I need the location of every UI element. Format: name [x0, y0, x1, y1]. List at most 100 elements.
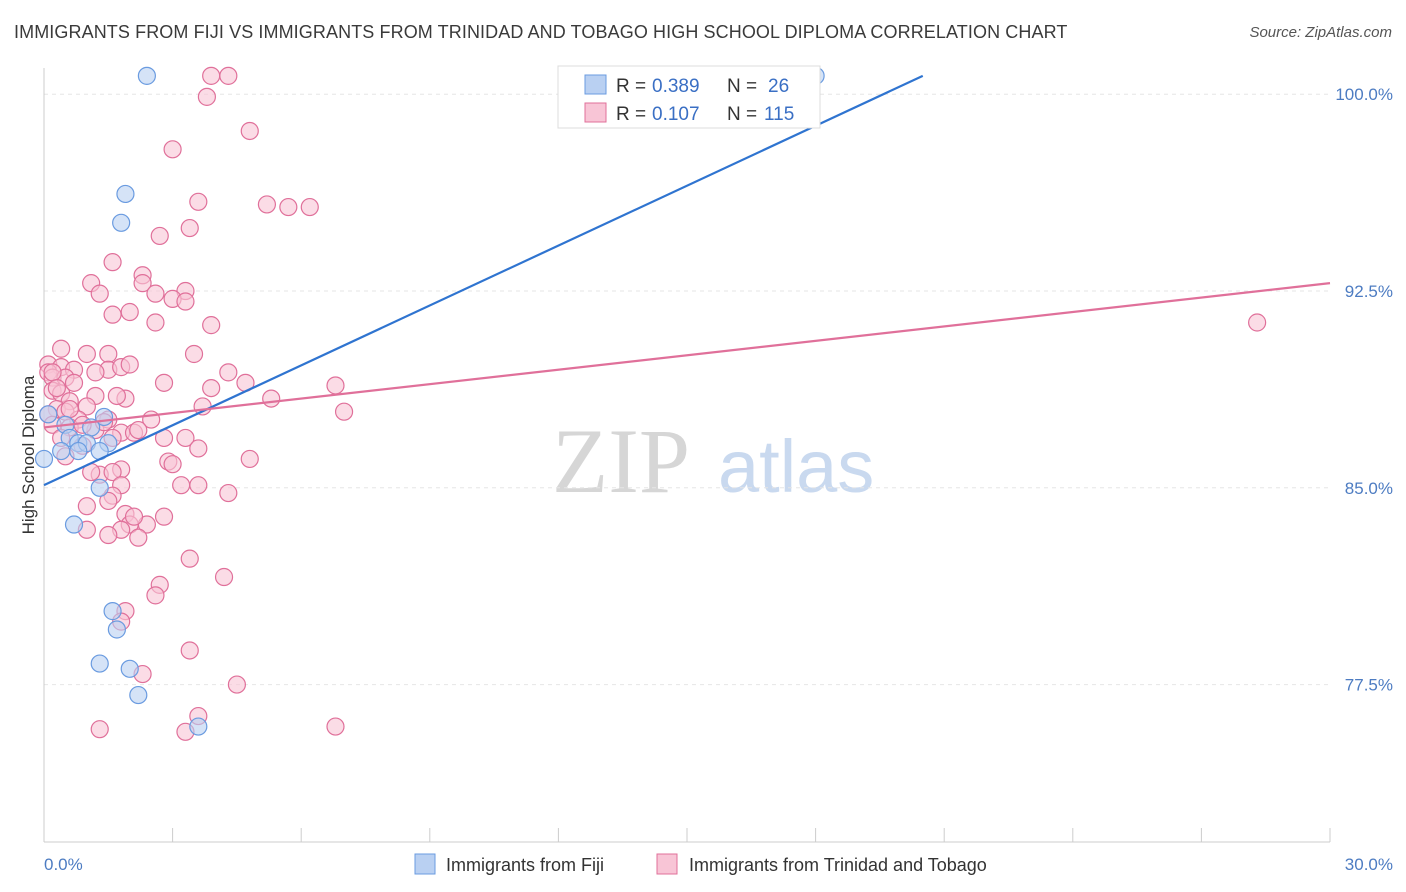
trinidad-point-52 — [334, 402, 354, 421]
fiji-point-18 — [103, 602, 122, 621]
chart-title: IMMIGRANTS FROM FIJI VS IMMIGRANTS FROM … — [14, 22, 1068, 42]
trinidad-point-108 — [120, 355, 139, 374]
fiji-point-19 — [107, 620, 126, 639]
y-tick-label-2: 85.0% — [1345, 479, 1393, 498]
stats-n-label-fiji: N = — [727, 76, 757, 97]
stats-r-label-fiji: R = — [616, 76, 646, 97]
trinidad-point-46 — [262, 389, 281, 408]
series-fiji-points — [34, 66, 825, 736]
stats-legend-swatch-trinidad — [584, 102, 607, 123]
trinidad-point-87 — [180, 549, 199, 568]
trinidad-point-73 — [189, 476, 208, 495]
trinidad-point-106 — [64, 373, 84, 392]
trinidad-point-78 — [77, 497, 96, 516]
trinidad-point-113 — [107, 386, 126, 406]
bottom-legend-swatch-fiji — [414, 853, 436, 875]
fiji-point-23 — [189, 717, 208, 736]
watermark-atlas: atlas — [718, 425, 874, 508]
fiji-point-4 — [39, 405, 58, 424]
trinidad-point-10 — [150, 226, 169, 246]
fiji-point-12 — [52, 441, 71, 461]
fiji-point-3 — [112, 213, 131, 232]
trinidad-point-20 — [120, 302, 139, 322]
trend-lines — [43, 74, 1331, 487]
trinidad-point-114 — [189, 439, 208, 458]
trinidad-point-0 — [202, 66, 221, 85]
trinidad-point-88 — [214, 567, 234, 587]
stats-n-value-trinidad: 115 — [764, 104, 794, 125]
stats-r-label-trinidad: R = — [616, 104, 646, 125]
trinidad-point-19 — [176, 292, 195, 311]
trinidad-point-26 — [77, 344, 96, 364]
trinidad-point-75 — [219, 483, 238, 503]
trinidad-point-17 — [146, 284, 165, 303]
fiji-point-0 — [137, 66, 156, 85]
fiji-point-17 — [64, 515, 84, 534]
trinidad-point-85 — [99, 525, 118, 545]
fiji-point-15 — [34, 449, 54, 469]
bottom-legend-label-trinidad: Immigrants from Trinidad and Tobago — [689, 855, 987, 875]
trinidad-point-1 — [219, 66, 238, 85]
fiji-point-16 — [90, 478, 109, 497]
trinidad-point-112 — [124, 507, 144, 526]
stats-legend-swatch-fiji — [584, 74, 607, 95]
trinidad-point-2 — [197, 87, 216, 106]
trinidad-point-105 — [129, 420, 148, 440]
trinidad-point-40 — [326, 376, 345, 395]
fiji-trend-line — [43, 74, 924, 487]
stats-r-value-trinidad: 0.107 — [652, 104, 700, 125]
trinidad-point-5 — [189, 192, 208, 211]
fiji-point-2 — [116, 184, 135, 204]
trinidad-point-23 — [202, 316, 221, 335]
stats-n-value-fiji: 26 — [768, 76, 789, 97]
x-tick-label-max: 30.0% — [1345, 855, 1393, 874]
trinidad-point-7 — [279, 197, 298, 217]
stats-legend: R = 0.389 N = 26 R = 0.107 N = 115 — [557, 65, 821, 129]
trinidad-point-100 — [43, 363, 62, 382]
trinidad-point-99 — [326, 717, 345, 736]
series-trinidad-points — [39, 66, 1267, 741]
trinidad-point-102 — [60, 399, 79, 419]
trinidad-point-16 — [90, 284, 109, 303]
gridlines — [44, 93, 1330, 686]
trinidad-point-45 — [202, 378, 221, 398]
fiji-point-13 — [69, 441, 88, 461]
trinidad-point-107 — [86, 363, 105, 382]
trinidad-point-3 — [240, 121, 259, 141]
trinidad-point-11 — [103, 253, 122, 272]
y-tick-labels: 100.0% 92.5% 85.0% 77.5% — [1335, 85, 1393, 694]
trinidad-point-27 — [99, 344, 118, 364]
stats-n-label-trinidad: N = — [727, 104, 757, 125]
stats-r-value-fiji: 0.389 — [652, 76, 700, 97]
trinidad-point-64 — [176, 428, 195, 448]
trinidad-point-66 — [240, 449, 259, 469]
fiji-point-21 — [120, 659, 139, 678]
y-tick-label-1: 92.5% — [1345, 282, 1393, 301]
trinidad-point-98 — [90, 720, 109, 739]
y-tick-label-0: 100.0% — [1335, 85, 1393, 104]
source-credit: Source: ZipAtlas.com — [1249, 24, 1392, 41]
trinidad-point-72 — [172, 476, 191, 495]
trinidad-point-8 — [300, 197, 319, 217]
trinidad-point-21 — [103, 305, 122, 324]
bottom-legend-label-fiji: Immigrants from Fiji — [446, 855, 604, 875]
watermark-zip: ZIP — [552, 410, 690, 512]
x-tick-label-min: 0.0% — [44, 855, 83, 874]
trinidad-point-95 — [227, 675, 246, 694]
trinidad-point-101 — [47, 378, 66, 398]
trinidad-point-86 — [129, 528, 148, 547]
trinidad-point-80 — [154, 507, 174, 526]
trinidad-point-24 — [1248, 313, 1267, 332]
fiji-point-22 — [129, 685, 148, 705]
trinidad-point-70 — [103, 462, 122, 482]
trinidad-point-4 — [163, 140, 182, 159]
trinidad-point-22 — [146, 313, 165, 332]
trinidad-point-28 — [184, 344, 204, 364]
trinidad-point-9 — [180, 218, 199, 238]
trinidad-point-14 — [133, 274, 152, 293]
trinidad-point-38 — [154, 373, 174, 392]
trinidad-point-93 — [180, 641, 199, 660]
trinidad-trend-line — [43, 282, 1331, 429]
trinidad-point-25 — [52, 339, 71, 358]
